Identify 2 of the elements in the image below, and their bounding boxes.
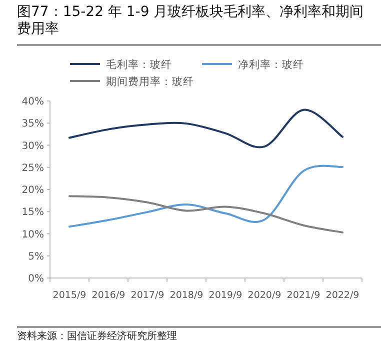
annotation: 资料来源：国信证券经济研究所整理 [17, 331, 177, 341]
title: 图77：15-22 年 1-9 月玻纤板块毛利率、净利率和期间费用率 [17, 4, 365, 38]
